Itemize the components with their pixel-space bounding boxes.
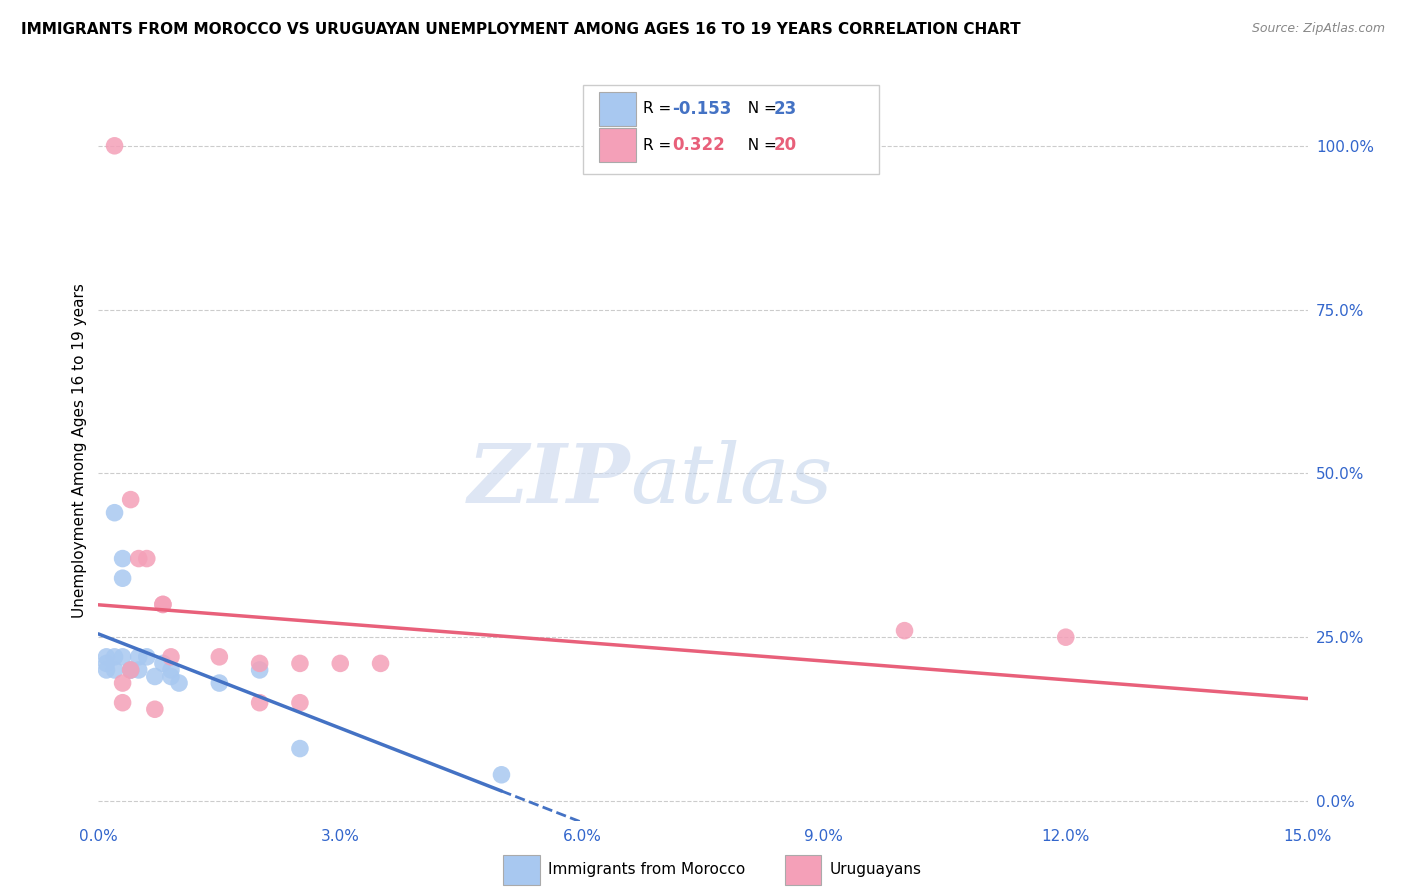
- Point: [288, 696, 311, 710]
- Text: Source: ZipAtlas.com: Source: ZipAtlas.com: [1251, 22, 1385, 36]
- Point: [128, 649, 150, 664]
- Point: [370, 657, 392, 671]
- Point: [152, 598, 174, 612]
- Text: 20: 20: [773, 136, 796, 154]
- Text: 23: 23: [773, 100, 797, 118]
- Point: [96, 649, 118, 664]
- Point: [152, 657, 174, 671]
- Point: [111, 551, 134, 566]
- Point: [152, 598, 174, 612]
- Point: [103, 506, 125, 520]
- Text: ZIP: ZIP: [468, 440, 630, 520]
- Point: [103, 138, 125, 153]
- Point: [128, 551, 150, 566]
- Point: [120, 663, 142, 677]
- Point: [329, 657, 352, 671]
- Text: N =: N =: [738, 138, 782, 153]
- Point: [120, 663, 142, 677]
- Point: [128, 663, 150, 677]
- Text: Uruguayans: Uruguayans: [830, 863, 921, 877]
- Point: [111, 676, 134, 690]
- Point: [96, 657, 118, 671]
- Text: N =: N =: [738, 102, 782, 116]
- Point: [249, 663, 271, 677]
- Point: [143, 669, 166, 683]
- Point: [208, 676, 231, 690]
- Point: [893, 624, 915, 638]
- Point: [111, 571, 134, 585]
- Point: [167, 676, 190, 690]
- Point: [288, 657, 311, 671]
- Point: [96, 663, 118, 677]
- Text: IMMIGRANTS FROM MOROCCO VS URUGUAYAN UNEMPLOYMENT AMONG AGES 16 TO 19 YEARS CORR: IMMIGRANTS FROM MOROCCO VS URUGUAYAN UNE…: [21, 22, 1021, 37]
- Point: [111, 649, 134, 664]
- Point: [111, 696, 134, 710]
- Point: [160, 663, 183, 677]
- Point: [135, 649, 157, 664]
- Point: [1054, 630, 1077, 644]
- Text: R =: R =: [643, 102, 676, 116]
- Text: -0.153: -0.153: [672, 100, 731, 118]
- Point: [160, 649, 183, 664]
- Point: [249, 696, 271, 710]
- Point: [120, 492, 142, 507]
- Text: Immigrants from Morocco: Immigrants from Morocco: [548, 863, 745, 877]
- Point: [249, 657, 271, 671]
- Point: [160, 669, 183, 683]
- Point: [103, 649, 125, 664]
- Text: atlas: atlas: [630, 440, 832, 520]
- Point: [120, 663, 142, 677]
- Point: [288, 741, 311, 756]
- Text: R =: R =: [643, 138, 676, 153]
- Point: [143, 702, 166, 716]
- Point: [135, 551, 157, 566]
- Point: [103, 663, 125, 677]
- Text: 0.322: 0.322: [672, 136, 725, 154]
- Y-axis label: Unemployment Among Ages 16 to 19 years: Unemployment Among Ages 16 to 19 years: [72, 283, 87, 618]
- Point: [208, 649, 231, 664]
- Point: [491, 768, 513, 782]
